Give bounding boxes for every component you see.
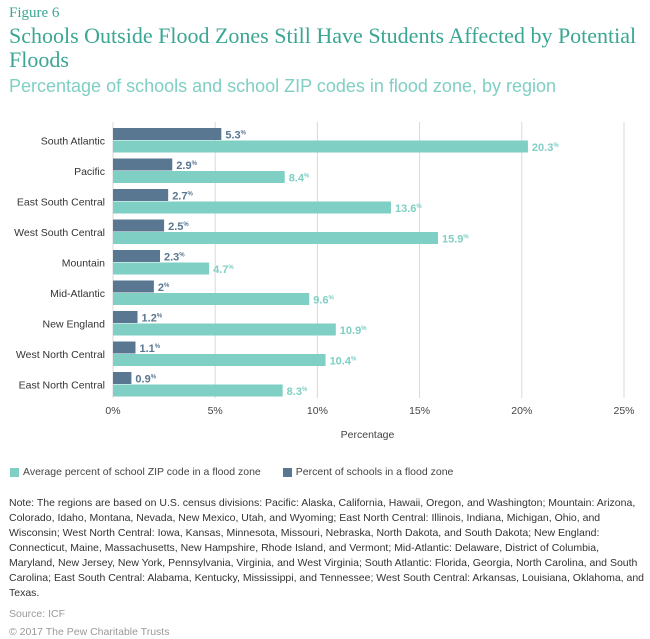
- legend-swatch-dark: [282, 467, 292, 477]
- legend-swatch-teal: [10, 467, 19, 477]
- category-label: Pacific: [74, 166, 105, 178]
- x-tick-label: 10%: [307, 405, 328, 417]
- data-label: 13.6%: [395, 203, 422, 215]
- bar: [113, 250, 161, 262]
- data-label: 8.3%: [287, 386, 308, 398]
- header: Figure 6 Schools Outside Flood Zones Sti…: [9, 4, 645, 97]
- figure-label: Figure 6: [9, 5, 60, 21]
- chart-subtitle: Percentage of schools and school ZIP cod…: [9, 76, 557, 96]
- category-label: Mid-Atlantic: [50, 288, 105, 300]
- legend-item-zip: Average percent of school ZIP code in a …: [10, 466, 261, 478]
- x-tick-label: 5%: [208, 405, 223, 417]
- bar: [113, 384, 283, 397]
- legend-label: Average percent of school ZIP code in a …: [23, 466, 261, 478]
- bar: [113, 158, 173, 171]
- data-label: 5.3%: [225, 130, 246, 142]
- category-label: South Atlantic: [41, 136, 105, 148]
- bar: [113, 189, 169, 201]
- data-label: 2.5%: [168, 221, 189, 233]
- data-label: 10.4%: [330, 356, 357, 368]
- legend-item-schools: Percent of schools in a flood zone: [282, 466, 454, 478]
- x-tick-label: 20%: [511, 405, 532, 417]
- bar: [113, 311, 138, 323]
- data-label: 2.7%: [172, 191, 193, 203]
- x-tick-label: 0%: [105, 405, 120, 417]
- legend: Average percent of school ZIP code in a …: [10, 466, 453, 478]
- data-label: 9.6%: [313, 295, 334, 307]
- footer: Note: The regions are based on U.S. cens…: [9, 496, 645, 639]
- x-tick-label: 15%: [409, 405, 430, 417]
- bar: [113, 201, 391, 214]
- data-label: 2.9%: [176, 160, 197, 172]
- data-label: 20.3%: [532, 142, 559, 154]
- category-label: West North Central: [16, 349, 105, 361]
- data-label: 8.4%: [289, 173, 310, 185]
- bar: [113, 171, 285, 183]
- category-label: Mountain: [62, 258, 105, 270]
- x-tick-label: 25%: [613, 405, 634, 417]
- note: Note: The regions are based on U.S. cens…: [9, 497, 645, 599]
- bar: [113, 262, 210, 275]
- legend-label: Percent of schools in a flood zone: [295, 466, 454, 478]
- category-label: West South Central: [14, 227, 105, 239]
- data-label: 2%: [158, 282, 170, 294]
- category-label: New England: [43, 319, 106, 331]
- data-label: 1.2%: [142, 313, 163, 325]
- category-label: East South Central: [17, 197, 105, 209]
- data-label: 0.9%: [135, 374, 156, 386]
- bar: [113, 372, 132, 384]
- source: Source: ICF: [9, 608, 66, 620]
- bar-chart: 0% 5% 10% 15% 20% 25% Percentage South Atlantic…: [14, 122, 635, 441]
- data-label: 15.9%: [442, 234, 469, 246]
- bar: [113, 323, 336, 336]
- bar: [113, 354, 326, 366]
- bar: [113, 219, 165, 232]
- bar: [113, 128, 222, 140]
- bar: [113, 232, 438, 244]
- data-label: 10.9%: [340, 325, 367, 337]
- data-label: 4.7%: [213, 264, 234, 276]
- category-label: East North Central: [19, 380, 105, 392]
- bar: [113, 280, 154, 293]
- copyright: © 2017 The Pew Charitable Trusts: [9, 626, 170, 638]
- bar: [113, 341, 136, 354]
- data-label: 1.1%: [139, 343, 160, 355]
- data-label: 2.3%: [164, 252, 185, 264]
- x-axis-label: Percentage: [341, 429, 395, 441]
- bar: [113, 140, 528, 153]
- bar: [113, 293, 310, 305]
- chart-title: Schools Outside Flood Zones Still Have S…: [9, 23, 637, 72]
